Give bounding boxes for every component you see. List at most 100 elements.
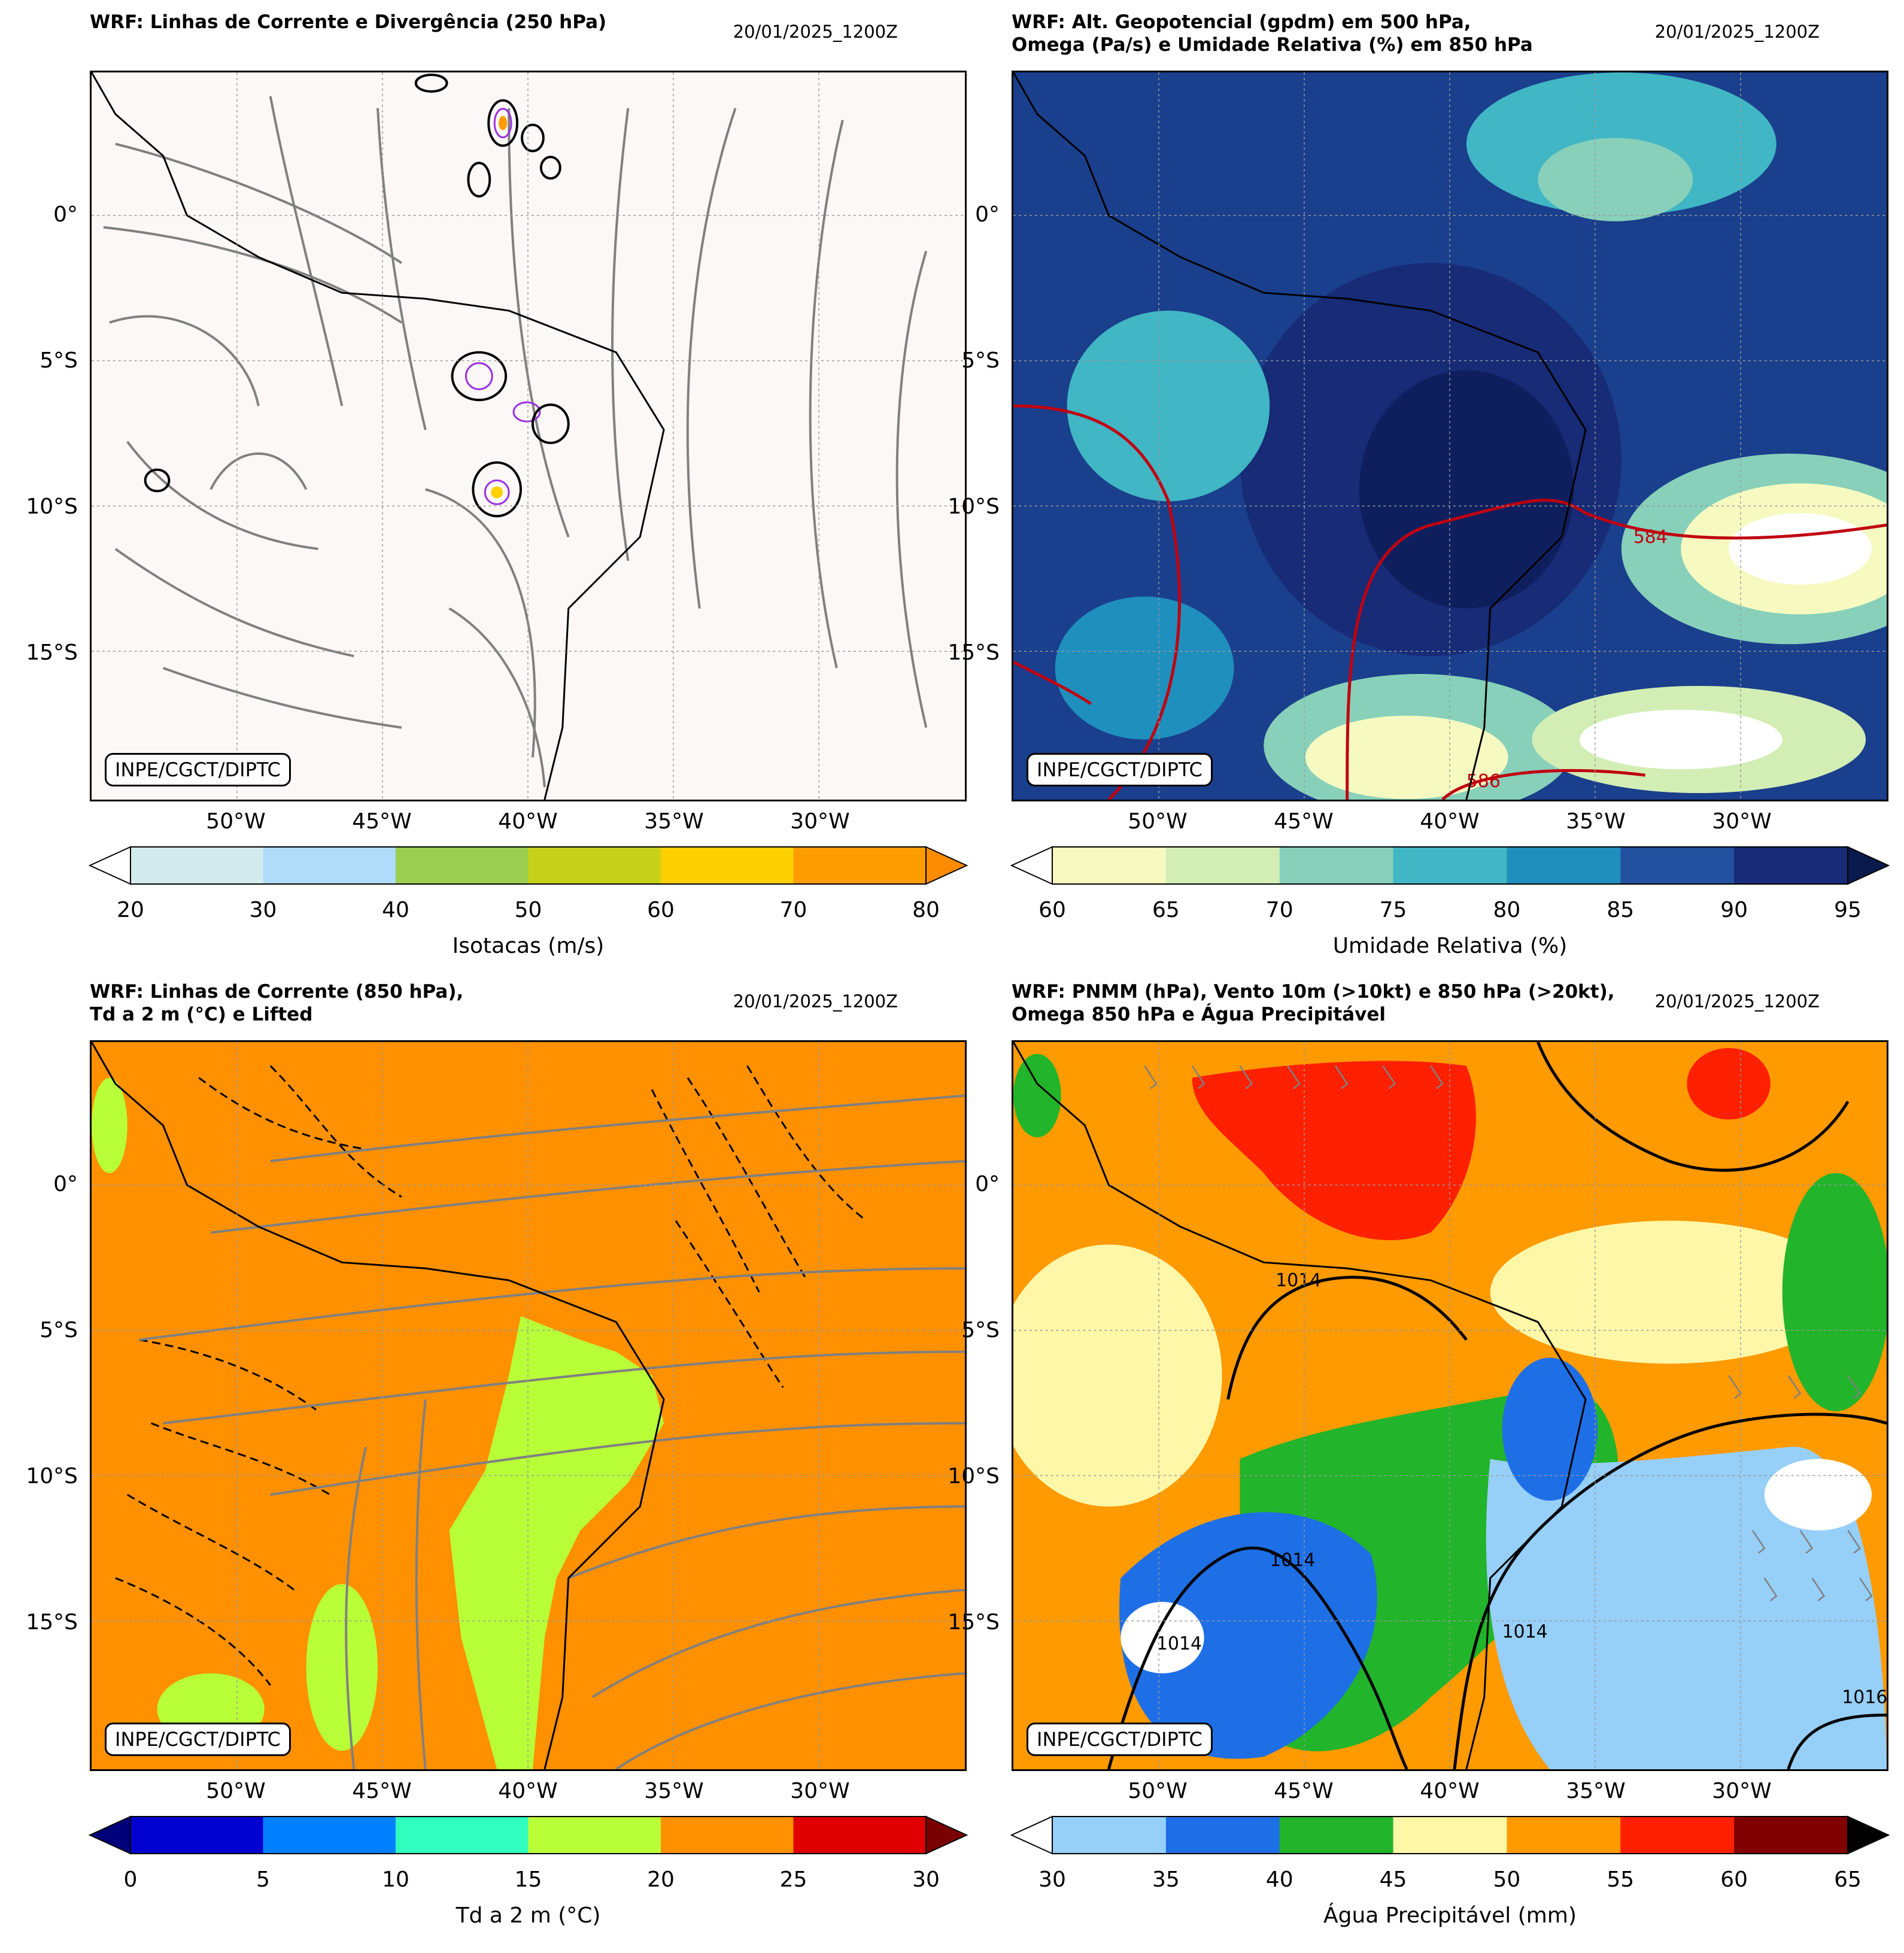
credit-badge: INPE/CGCT/DIPTC: [105, 753, 291, 786]
lifted-index-contours: [115, 1065, 867, 1686]
lon-label: 35°W: [1566, 1779, 1626, 1803]
divergence-contours: [144, 73, 570, 518]
colorbar-tick-label: 20: [647, 1867, 675, 1892]
colorbar-tick-label: 5: [256, 1867, 270, 1892]
contour-label: 584: [1633, 527, 1668, 548]
colorbar-segment: [1620, 847, 1735, 884]
colorbar-segment: [661, 1817, 794, 1854]
colorbar-tick-label: 40: [382, 898, 409, 922]
contour-label: 1014: [1156, 1633, 1202, 1654]
colorbar-frame: [1052, 1816, 1848, 1854]
lat-label: 5°S: [961, 348, 1000, 373]
coastline: [1013, 1042, 1587, 1769]
map-area[interactable]: 1014 1014 1014 1014 1016 I: [1012, 1040, 1888, 1771]
lat-label: 0°: [53, 1172, 78, 1196]
colorbar-segment: [396, 847, 529, 884]
panel-geopotential-500: WRF: Alt. Geopotencial (gpdm) em 500 hPa…: [922, 0, 1890, 970]
colorbar-tick-label: 50: [514, 898, 542, 922]
colorbar-segment: [263, 847, 396, 884]
colorbar-svg: [88, 1815, 968, 1855]
lat-label: 10°S: [948, 494, 1000, 519]
colorbar-segment: [793, 847, 927, 884]
colorbar-over-arrow: [1847, 846, 1890, 885]
colorbar-tick-label: 40: [1265, 1867, 1293, 1892]
lon-label: 50°W: [206, 1779, 266, 1803]
coastline: [92, 72, 665, 800]
panel-streamlines-250: WRF: Linhas de Corrente e Divergência (2…: [0, 0, 968, 970]
contour-label: 1016: [1842, 1687, 1887, 1708]
panel-title: WRF: PNMM (hPa), Vento 10m (>10kt) e 850…: [1012, 981, 1615, 1025]
colorbar-tick-label: 30: [912, 1867, 940, 1892]
map-area[interactable]: 584 586 INPE/CGCT/DIPTC: [1012, 71, 1888, 801]
colorbar-segment: [1507, 847, 1621, 884]
lat-label: 15°S: [948, 1610, 1000, 1635]
panel-pressure-pw: WRF: PNMM (hPa), Vento 10m (>10kt) e 850…: [922, 970, 1890, 1939]
colorbar-tick-label: 80: [912, 898, 940, 922]
lon-label: 50°W: [1128, 809, 1188, 834]
lon-label: 45°W: [352, 809, 412, 834]
colorbar-tick-label: 55: [1607, 1867, 1635, 1892]
contour-label: 1014: [1270, 1550, 1315, 1571]
lon-label: 30°W: [790, 809, 850, 834]
colorbar-segment: [1393, 847, 1507, 884]
map-area[interactable]: INPE/CGCT/DIPTC: [90, 71, 967, 801]
colorbar-segment: [528, 847, 661, 884]
lat-label: 5°S: [961, 1318, 1000, 1343]
colorbar-tick-label: 50: [1493, 1867, 1521, 1892]
contour-label: 1014: [1502, 1621, 1548, 1642]
colorbar-tick-label: 25: [779, 1867, 807, 1892]
colorbar-segment: [130, 847, 263, 884]
panel-streamlines-850: WRF: Linhas de Corrente (850 hPa), Td a …: [0, 970, 968, 1939]
lat-label: 15°S: [948, 640, 1000, 665]
colorbar-tick-label: 60: [1720, 1867, 1748, 1892]
graticule: [1013, 1042, 1887, 1769]
pressure-contours: [1107, 1042, 1887, 1769]
lon-label: 45°W: [1274, 1779, 1334, 1803]
graticule: [92, 72, 965, 800]
lon-label: 30°W: [1712, 1779, 1772, 1803]
lon-label: 35°W: [644, 1779, 704, 1803]
colorbar-tick-label: 70: [779, 898, 807, 922]
colorbar-label: Água Precipitável (mm): [1323, 1903, 1577, 1928]
map-area[interactable]: INPE/CGCT/DIPTC: [90, 1040, 967, 1771]
colorbar-tick-label: 70: [1265, 898, 1293, 922]
credit-badge: INPE/CGCT/DIPTC: [1027, 1723, 1213, 1756]
lat-label: 15°S: [26, 1610, 78, 1635]
colorbar: [1010, 1815, 1890, 1855]
lat-label: 5°S: [40, 1318, 78, 1343]
colorbar-tick-label: 65: [1152, 898, 1180, 922]
colorbar-label: Umidade Relativa (%): [1332, 934, 1568, 958]
colorbar-segment: [1052, 847, 1167, 884]
panel-title: WRF: Linhas de Corrente e Divergência (2…: [90, 11, 607, 33]
colorbar-tick-label: 60: [647, 898, 675, 922]
colorbar-segment: [1393, 1817, 1507, 1854]
colorbar: [88, 846, 968, 885]
colorbar-tick-label: 10: [382, 1867, 409, 1892]
colorbar-label: Isotacas (m/s): [452, 934, 605, 958]
map-svg: [92, 72, 965, 800]
lon-label: 35°W: [644, 809, 704, 834]
lat-label: 15°S: [26, 640, 78, 665]
lat-label: 10°S: [26, 1464, 78, 1489]
colorbar-segment: [1507, 1817, 1621, 1854]
lon-label: 40°W: [498, 809, 558, 834]
colorbar-segment: [396, 1817, 529, 1854]
colorbar-label: Td a 2 m (°C): [455, 1903, 601, 1928]
colorbar-tick-label: 75: [1379, 898, 1407, 922]
colorbar-svg: [88, 846, 968, 885]
colorbar-segment: [1620, 1817, 1735, 1854]
graticule: [92, 1042, 965, 1769]
credit-badge: INPE/CGCT/DIPTC: [1027, 753, 1213, 786]
lat-label: 10°S: [26, 494, 78, 519]
humidity-field: [1055, 72, 1887, 800]
colorbar: [1010, 846, 1890, 885]
colorbar-svg: [1010, 1815, 1890, 1855]
panel-title: WRF: Linhas de Corrente (850 hPa), Td a …: [90, 981, 464, 1025]
colorbar-under-arrow: [1010, 1815, 1053, 1855]
map-svg: [92, 1042, 965, 1769]
lat-label: 5°S: [40, 348, 78, 373]
panel-date: 20/01/2025_1200Z: [1654, 991, 1820, 1012]
colorbar-under-arrow: [1010, 846, 1053, 885]
wind-barbs: [1144, 1065, 1873, 1602]
lat-label: 0°: [53, 202, 78, 227]
